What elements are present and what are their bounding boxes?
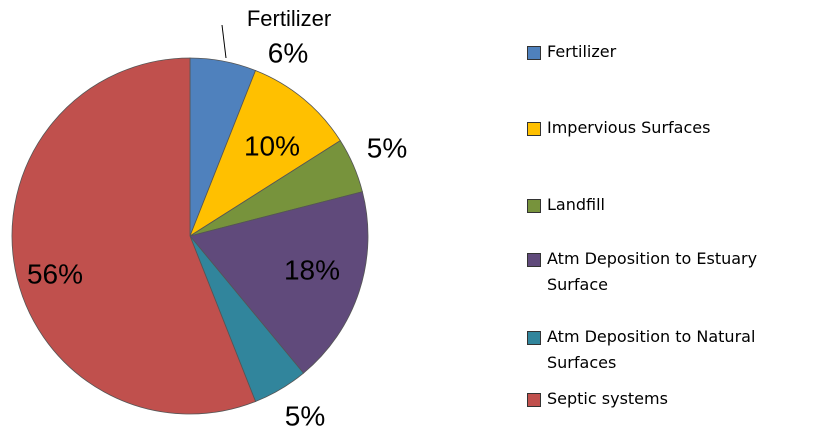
legend-swatch [527,199,541,213]
pie-slice [189,69,341,237]
legend-swatch [527,122,541,136]
pie-slice [189,191,369,374]
legend-label: Septic systems [547,389,668,408]
legend-swatch [527,253,541,267]
legend-item: Fertilizer [527,39,827,65]
legend-label: Atm Deposition to Estuary Surface [547,249,758,294]
legend-label: Atm Deposition to Natural Surfaces [547,327,756,372]
category-label: Fertilizer [247,6,331,31]
data-label: 5% [285,400,325,431]
legend-item: Landfill [527,192,827,218]
legend-item: Septic systems [527,386,827,412]
legend-swatch [527,331,541,345]
legend-swatch [527,393,541,407]
pie-slice [11,57,257,415]
legend-label: Landfill [547,195,605,214]
legend-label: Fertilizer [547,42,617,61]
data-label: 18% [284,254,340,285]
legend-item: Atm Deposition to Estuary Surface [527,246,827,298]
leader-line [221,24,227,59]
data-label: 10% [244,130,300,161]
data-label: 56% [27,258,83,289]
legend-label: Impervious Surfaces [547,118,711,137]
legend-item: Impervious Surfaces [527,115,827,141]
legend-item: Atm Deposition to Natural Surfaces [527,324,827,376]
data-label: 6% [268,37,308,68]
legend-swatch [527,46,541,60]
data-label: 5% [367,132,407,163]
